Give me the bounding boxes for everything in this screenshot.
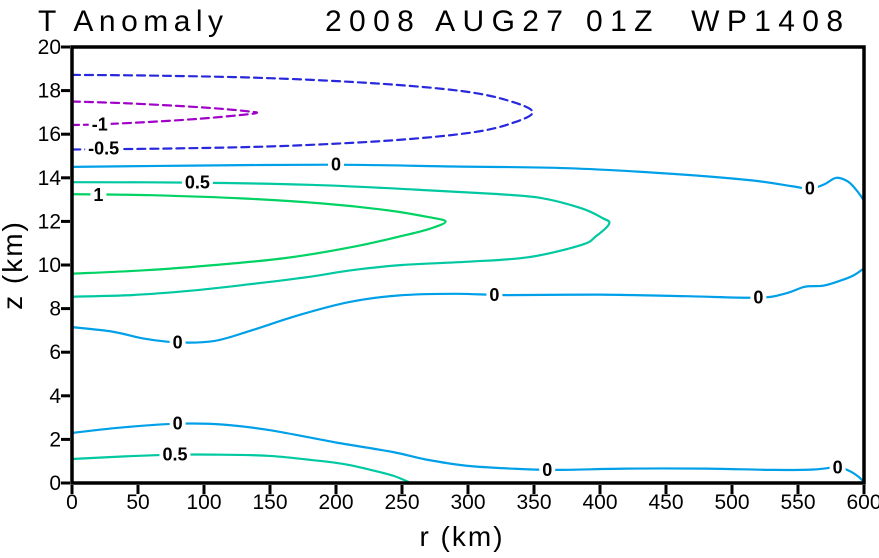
contour-label: 0 bbox=[331, 155, 341, 175]
contour-label: 0 bbox=[173, 414, 183, 434]
y-tick-label: 4 bbox=[49, 385, 61, 408]
contour-label-mask bbox=[327, 156, 345, 174]
contour-labels-group: -1 -0.5 0 0 0 0 0 0 0 0 0.5 0.5 1 bbox=[85, 114, 846, 480]
contour-label-mask bbox=[169, 333, 186, 351]
x-tick-label: 350 bbox=[516, 491, 551, 514]
contour-lines-group bbox=[70, 73, 866, 484]
plot-title-datetime-storm: 2008 AUG27 01Z WP1408 bbox=[325, 5, 845, 38]
x-axis-label: r (km) bbox=[419, 521, 504, 552]
y-tick-label: 10 bbox=[38, 254, 61, 277]
contour-line--0.5 bbox=[70, 73, 534, 151]
plot-frame bbox=[70, 45, 866, 485]
x-tick-label: 500 bbox=[714, 491, 749, 514]
contour-label: 0 bbox=[805, 179, 815, 199]
y-tick-label: 0 bbox=[49, 472, 61, 495]
y-tick-label: 20 bbox=[38, 36, 61, 59]
contour-label-mask bbox=[801, 180, 818, 198]
x-tick-label: 50 bbox=[126, 491, 149, 514]
axis-ticks-group bbox=[61, 45, 866, 494]
contour-line-0.5 bbox=[70, 181, 611, 298]
contour-label: 0.5 bbox=[162, 445, 187, 465]
contour-label-mask bbox=[486, 286, 503, 304]
x-tick-label: 300 bbox=[450, 491, 485, 514]
contour-label-mask bbox=[90, 186, 107, 204]
y-tick-label: 16 bbox=[38, 123, 61, 146]
x-tick-label: 200 bbox=[318, 491, 353, 514]
contour-label-mask bbox=[169, 415, 186, 433]
contour-label: -0.5 bbox=[88, 139, 119, 159]
plot-title-variable: T Anomaly bbox=[38, 5, 225, 38]
contour-label-mask bbox=[88, 115, 111, 133]
contour-label-mask bbox=[539, 461, 556, 479]
x-tick-label: 150 bbox=[252, 491, 287, 514]
x-tick-label: 0 bbox=[66, 491, 78, 514]
contour-label-mask bbox=[750, 289, 767, 307]
y-tick-label: 12 bbox=[38, 210, 61, 233]
axis-tick-labels-group: 0 50 100 150 200 250 300 350 400 450 500 550 6000246… bbox=[38, 36, 879, 514]
x-tick-label: 100 bbox=[186, 491, 221, 514]
contour-line-0 bbox=[70, 267, 866, 344]
contour-line--1 bbox=[70, 100, 259, 127]
contour-label: 0 bbox=[173, 332, 183, 352]
x-tick-label: 550 bbox=[780, 491, 815, 514]
contour-line-1 bbox=[70, 193, 447, 275]
y-tick-label: 18 bbox=[38, 80, 61, 103]
contour-line-0.5 bbox=[70, 453, 411, 484]
y-tick-label: 6 bbox=[49, 341, 61, 364]
contour-label-mask bbox=[829, 458, 846, 476]
x-tick-label: 450 bbox=[648, 491, 683, 514]
y-axis-label: z (km) bbox=[0, 220, 28, 310]
contour-label-mask bbox=[159, 446, 191, 464]
contour-label-mask bbox=[85, 140, 123, 158]
contour-label: 1 bbox=[93, 185, 103, 205]
y-tick-label: 2 bbox=[49, 428, 61, 451]
y-tick-label: 8 bbox=[49, 298, 61, 321]
y-tick-label: 14 bbox=[38, 167, 62, 190]
x-tick-label: 400 bbox=[582, 491, 617, 514]
contour-line-0 bbox=[70, 422, 866, 484]
contour-label: 0 bbox=[753, 288, 763, 308]
contour-label: 0 bbox=[542, 460, 552, 480]
x-tick-label: 600 bbox=[846, 491, 879, 514]
contour-label: -1 bbox=[92, 114, 108, 134]
contour-line-0 bbox=[70, 163, 866, 202]
contour-label-mask bbox=[181, 174, 213, 192]
contour-label: 0.5 bbox=[185, 173, 210, 193]
contour-label: 0 bbox=[833, 457, 843, 477]
contour-label: 0 bbox=[489, 285, 499, 305]
x-tick-label: 250 bbox=[384, 491, 419, 514]
